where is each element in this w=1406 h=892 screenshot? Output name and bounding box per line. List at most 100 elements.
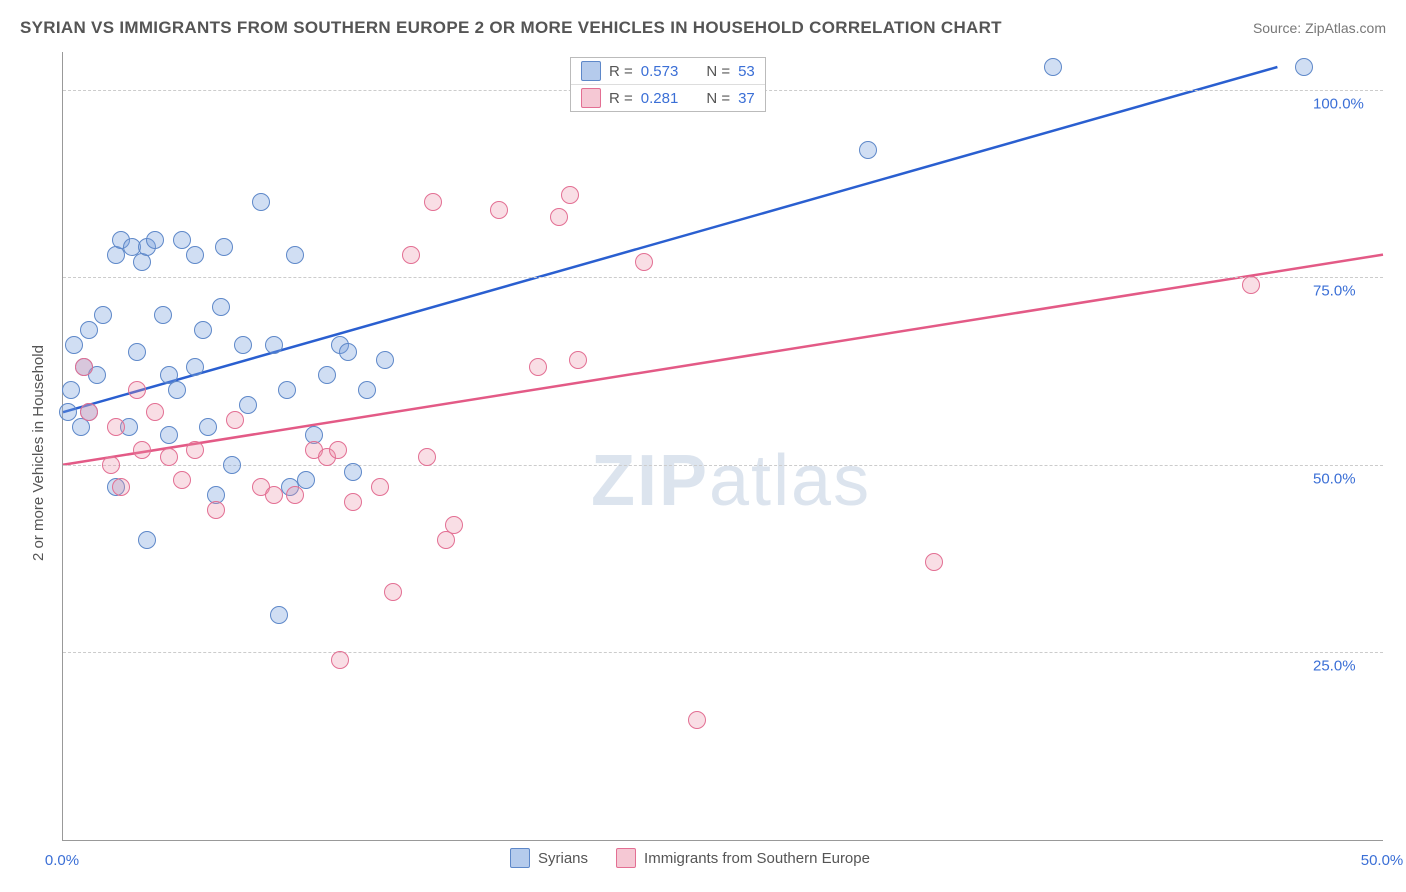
- data-point: [339, 343, 357, 361]
- trend-line: [63, 67, 1277, 412]
- data-point: [1044, 58, 1062, 76]
- data-point: [418, 448, 436, 466]
- data-point: [94, 306, 112, 324]
- data-point: [344, 493, 362, 511]
- data-point: [186, 441, 204, 459]
- correlation-legend-row: R =0.281N =37: [571, 84, 765, 111]
- data-point: [138, 531, 156, 549]
- data-point: [1242, 276, 1260, 294]
- data-point: [128, 381, 146, 399]
- data-point: [358, 381, 376, 399]
- data-point: [194, 321, 212, 339]
- data-point: [318, 366, 336, 384]
- legend-swatch: [581, 61, 601, 81]
- data-point: [215, 238, 233, 256]
- data-point: [75, 358, 93, 376]
- data-point: [80, 403, 98, 421]
- data-point: [286, 486, 304, 504]
- y-tick-label: 25.0%: [1313, 658, 1356, 675]
- data-point: [62, 381, 80, 399]
- data-point: [859, 141, 877, 159]
- data-point: [223, 456, 241, 474]
- correlation-legend: R =0.573N =53R =0.281N =37: [570, 57, 766, 112]
- y-axis-label: 2 or more Vehicles in Household: [30, 345, 47, 561]
- gridline: [63, 277, 1383, 278]
- legend-n-value: 37: [738, 90, 755, 107]
- data-point: [173, 231, 191, 249]
- plot-area: ZIPatlas 25.0%50.0%75.0%100.0%: [62, 52, 1383, 841]
- data-point: [286, 246, 304, 264]
- trend-line: [63, 255, 1383, 465]
- data-point: [186, 246, 204, 264]
- data-point: [146, 403, 164, 421]
- data-point: [384, 583, 402, 601]
- chart-title: SYRIAN VS IMMIGRANTS FROM SOUTHERN EUROP…: [20, 18, 1002, 38]
- data-point: [270, 606, 288, 624]
- data-point: [199, 418, 217, 436]
- data-point: [146, 231, 164, 249]
- data-point: [65, 336, 83, 354]
- series-legend-item: Syrians: [510, 848, 588, 868]
- data-point: [376, 351, 394, 369]
- legend-swatch: [616, 848, 636, 868]
- y-tick-label: 75.0%: [1313, 283, 1356, 300]
- data-point: [371, 478, 389, 496]
- data-point: [226, 411, 244, 429]
- series-legend: Syrians Immigrants from Southern Europe: [510, 848, 870, 868]
- data-point: [239, 396, 257, 414]
- legend-r-value: 0.281: [641, 90, 679, 107]
- data-point: [112, 478, 130, 496]
- trend-lines-layer: [63, 52, 1383, 840]
- data-point: [186, 358, 204, 376]
- data-point: [278, 381, 296, 399]
- data-point: [154, 306, 172, 324]
- data-point: [168, 381, 186, 399]
- data-point: [490, 201, 508, 219]
- data-point: [688, 711, 706, 729]
- data-point: [561, 186, 579, 204]
- data-point: [329, 441, 347, 459]
- data-point: [1295, 58, 1313, 76]
- y-tick-label: 100.0%: [1313, 95, 1364, 112]
- y-tick-label: 50.0%: [1313, 470, 1356, 487]
- source-label: Source: ZipAtlas.com: [1253, 20, 1386, 36]
- data-point: [80, 321, 98, 339]
- legend-r-value: 0.573: [641, 63, 679, 80]
- correlation-legend-row: R = 0.573 N = 53: [571, 58, 765, 84]
- data-point: [234, 336, 252, 354]
- data-point: [102, 456, 120, 474]
- data-point: [107, 418, 125, 436]
- data-point: [212, 298, 230, 316]
- legend-swatch: [510, 848, 530, 868]
- data-point: [529, 358, 547, 376]
- data-point: [569, 351, 587, 369]
- legend-n-value: 53: [738, 63, 755, 80]
- legend-n-key: N =: [706, 63, 730, 80]
- data-point: [59, 403, 77, 421]
- gridline: [63, 465, 1383, 466]
- chart-container: SYRIAN VS IMMIGRANTS FROM SOUTHERN EUROP…: [0, 0, 1406, 892]
- data-point: [402, 246, 420, 264]
- legend-swatch: [581, 88, 601, 108]
- data-point: [424, 193, 442, 211]
- legend-r-key: R =: [609, 90, 633, 107]
- series-legend-label: Immigrants from Southern Europe: [644, 850, 870, 867]
- data-point: [635, 253, 653, 271]
- data-point: [160, 448, 178, 466]
- data-point: [344, 463, 362, 481]
- x-tick-label: 0.0%: [45, 852, 79, 869]
- data-point: [550, 208, 568, 226]
- x-tick-label: 50.0%: [1361, 852, 1404, 869]
- gridline: [63, 652, 1383, 653]
- data-point: [207, 501, 225, 519]
- data-point: [331, 651, 349, 669]
- data-point: [128, 343, 146, 361]
- series-legend-label: Syrians: [538, 850, 588, 867]
- legend-r-key: R =: [609, 63, 633, 80]
- data-point: [265, 336, 283, 354]
- data-point: [265, 486, 283, 504]
- data-point: [925, 553, 943, 571]
- series-legend-item: Immigrants from Southern Europe: [616, 848, 870, 868]
- data-point: [133, 441, 151, 459]
- data-point: [160, 426, 178, 444]
